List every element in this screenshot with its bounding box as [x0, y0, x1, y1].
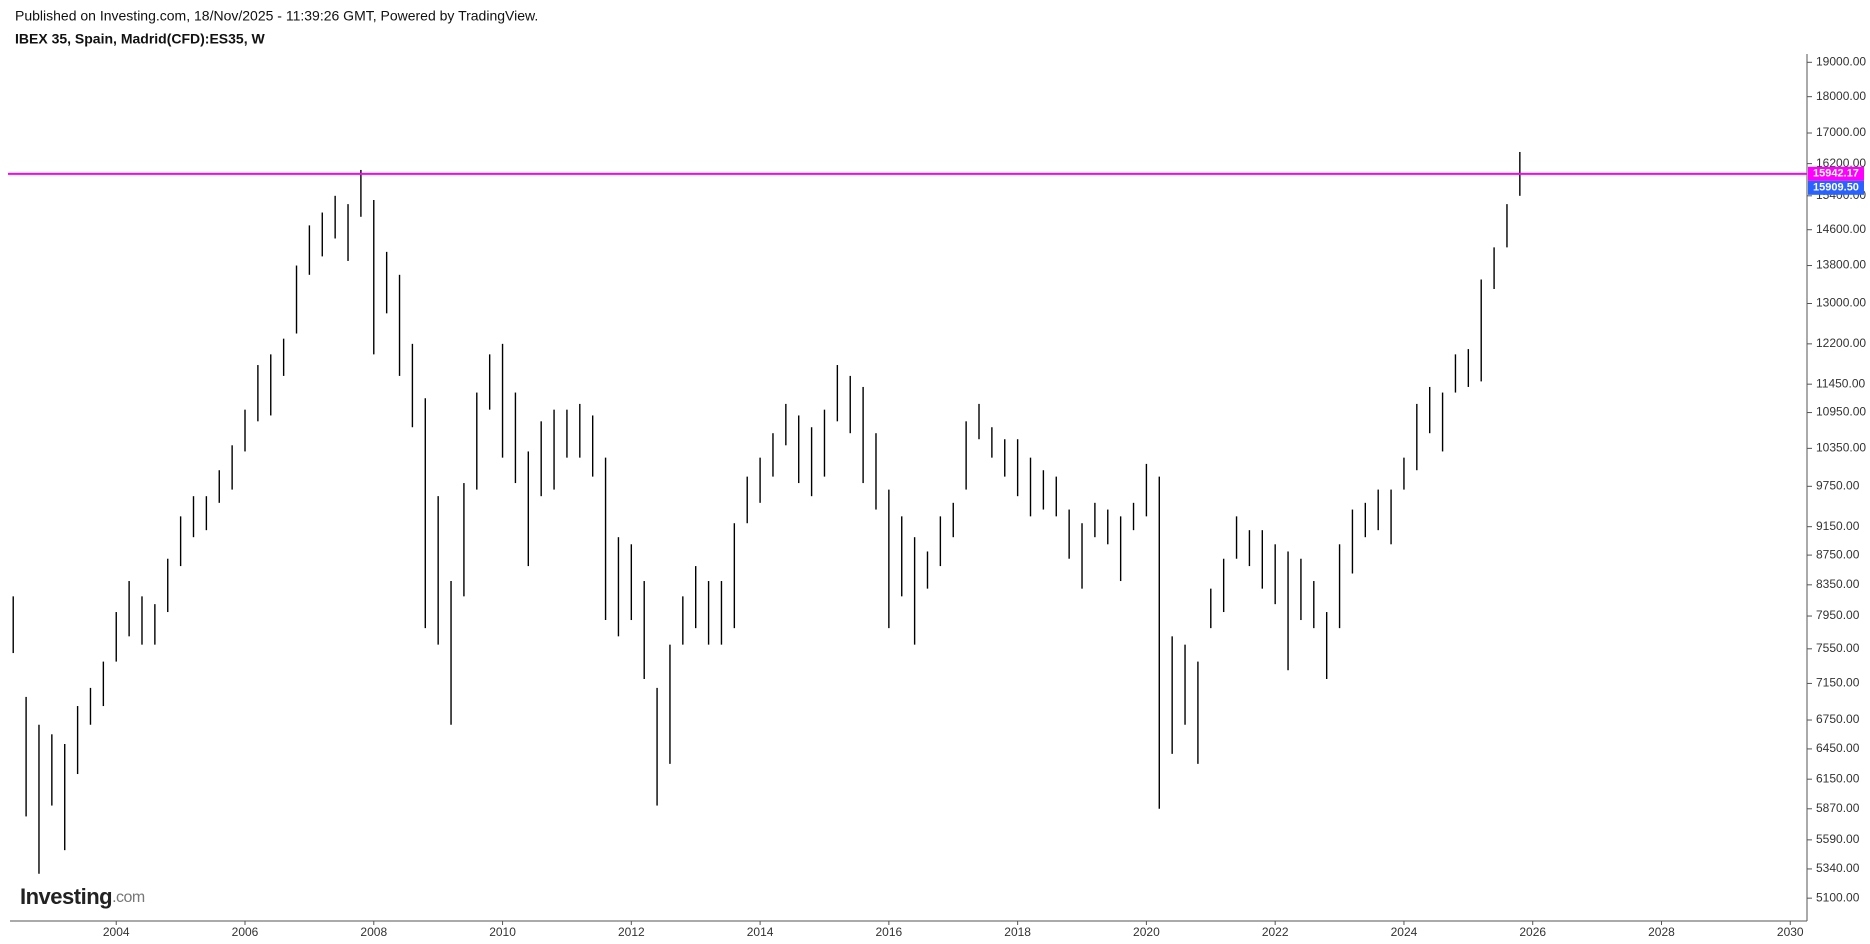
x-tick-label: 2014 — [747, 925, 774, 939]
y-tick-label: 8350.00 — [1816, 577, 1860, 591]
y-tick-label: 10350.00 — [1816, 441, 1866, 455]
y-tick-label: 9750.00 — [1816, 478, 1860, 492]
last-price-label: 15909.50 — [1813, 182, 1859, 194]
x-tick-label: 2030 — [1777, 925, 1804, 939]
y-tick-label: 17000.00 — [1816, 125, 1866, 139]
x-tick-label: 2020 — [1133, 925, 1160, 939]
last-price-label-bg — [1808, 180, 1864, 195]
x-tick-label: 2028 — [1648, 925, 1675, 939]
y-tick-label: 9150.00 — [1816, 519, 1860, 533]
y-tick-label: 5870.00 — [1816, 801, 1860, 815]
y-tick-label: 14600.00 — [1816, 222, 1866, 236]
y-tick-label: 16200.00 — [1816, 156, 1866, 170]
y-tick-label: 7950.00 — [1816, 608, 1860, 622]
y-tick-label: 18000.00 — [1816, 89, 1866, 103]
x-tick-label: 2006 — [232, 925, 259, 939]
logo-name: Investing — [20, 884, 112, 909]
y-tick-label: 13000.00 — [1816, 296, 1866, 310]
x-tick-label: 2004 — [103, 925, 130, 939]
x-tick-label: 2018 — [1004, 925, 1031, 939]
logo: Investing.com — [20, 884, 145, 909]
x-tick-label: 2024 — [1391, 925, 1418, 939]
horizontal-line-label: 15942.17 — [1813, 168, 1859, 180]
x-tick-label: 2012 — [618, 925, 645, 939]
horizontal-line-label-bg — [1808, 166, 1864, 181]
y-tick-label: 13800.00 — [1816, 258, 1866, 272]
symbol-title: IBEX 35, Spain, Madrid(CFD):ES35, W — [15, 31, 265, 47]
y-tick-label: 12200.00 — [1816, 336, 1866, 350]
y-tick-label: 5590.00 — [1816, 832, 1860, 846]
y-tick-label: 11450.00 — [1816, 376, 1865, 390]
y-tick-label: 19000.00 — [1816, 54, 1866, 68]
y-tick-label: 5340.00 — [1816, 861, 1860, 875]
y-tick-label: 6750.00 — [1816, 712, 1860, 726]
logo-suffix: .com — [112, 889, 145, 906]
y-tick-label: 7150.00 — [1816, 676, 1860, 690]
x-tick-label: 2010 — [489, 925, 516, 939]
x-tick-label: 2008 — [360, 925, 387, 939]
published-note: Published on Investing.com, 18/Nov/2025 … — [15, 8, 538, 24]
y-tick-label: 6150.00 — [1816, 771, 1860, 785]
x-tick-label: 2026 — [1519, 925, 1546, 939]
y-tick-label: 5100.00 — [1816, 890, 1860, 904]
x-tick-label: 2016 — [876, 925, 903, 939]
y-tick-label: 8750.00 — [1816, 547, 1860, 561]
y-tick-label: 6450.00 — [1816, 741, 1860, 755]
y-tick-label: 7550.00 — [1816, 641, 1860, 655]
x-tick-label: 2022 — [1262, 925, 1289, 939]
y-tick-label: 10950.00 — [1816, 405, 1866, 419]
